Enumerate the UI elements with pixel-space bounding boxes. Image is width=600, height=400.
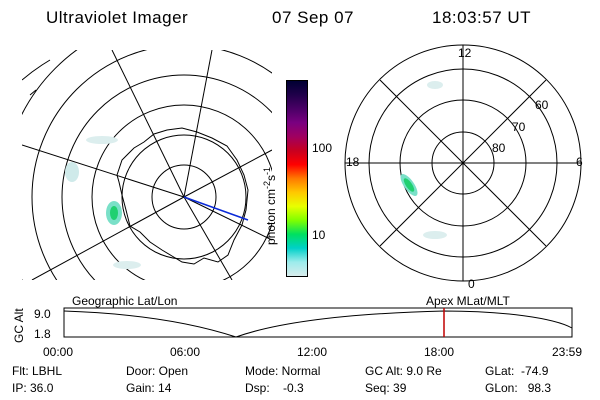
satellite-track xyxy=(183,196,249,221)
altitude-ytick-1-8: 1.8 xyxy=(34,327,51,341)
geographic-caption: Geographic Lat/Lon xyxy=(72,294,178,308)
aurora-emission xyxy=(113,261,141,269)
latitude-circle xyxy=(61,74,272,280)
continent-outline xyxy=(116,127,249,265)
info-gc-alt: GC Alt: 9.0 Re xyxy=(365,364,442,378)
info-filter: Flt: LBHL xyxy=(12,364,63,378)
altitude-curve xyxy=(63,310,573,338)
latitude-circle xyxy=(91,104,272,280)
latitude-circle xyxy=(151,164,217,230)
altitude-plot-frame xyxy=(63,307,573,338)
coastline xyxy=(29,89,37,96)
info-gain: Gain: 14 xyxy=(126,381,172,395)
mlt-label-18: 18 xyxy=(346,155,360,169)
colorbar-unit-label: photon cm-2s-1 xyxy=(262,166,278,245)
info-door: Door: Open xyxy=(126,364,189,378)
mlt-label-6: 6 xyxy=(576,155,583,169)
meridian-line xyxy=(183,196,233,280)
altitude-ytick-9: 9.0 xyxy=(34,307,51,321)
time-tick-2359: 23:59 xyxy=(552,345,583,359)
mlt-dial xyxy=(344,44,582,282)
time-tick-0600: 06:00 xyxy=(170,345,201,359)
colorbar xyxy=(286,80,308,277)
geographic-map xyxy=(22,50,272,280)
altitude-ylabel: GC Alt xyxy=(12,308,26,343)
meridian-line xyxy=(31,196,185,280)
aurora-emission xyxy=(110,206,118,220)
date-label: 07 Sep 07 xyxy=(272,8,355,27)
time-tick-1200: 12:00 xyxy=(297,345,328,359)
coastline xyxy=(22,59,51,81)
aurora-emission xyxy=(65,162,79,182)
latitude-circle xyxy=(121,134,247,260)
latitude-circle xyxy=(31,50,272,280)
info-glat: GLat: -74.9 xyxy=(485,364,549,378)
mlat-label-60: 60 xyxy=(535,98,549,112)
dial-diagonal-line xyxy=(379,79,547,247)
mlat-label-80: 80 xyxy=(492,141,506,155)
colorbar-tick-100: 100 xyxy=(312,141,333,155)
meridian-line xyxy=(183,50,213,198)
mlt-label-12: 12 xyxy=(458,46,472,60)
meridian-line xyxy=(111,50,185,198)
info-mode: Mode: Normal xyxy=(245,364,321,378)
aurora-emission xyxy=(427,81,443,89)
meridian-line xyxy=(22,144,185,198)
info-ip: IP: 36.0 xyxy=(12,381,54,395)
aurora-emission xyxy=(423,231,447,239)
altitude-plot xyxy=(63,307,573,338)
time-tick-1800: 18:00 xyxy=(424,345,455,359)
apex-caption: Apex MLat/MLT xyxy=(426,294,510,308)
time-label: 18:03:57 UT xyxy=(432,8,532,27)
aurora-emission xyxy=(403,178,415,192)
info-glon: GLon: 98.3 xyxy=(485,381,552,395)
meridian-line xyxy=(183,149,272,198)
mlt-label-0: 0 xyxy=(468,277,475,291)
meridian-line xyxy=(183,196,272,241)
mlat-label-70: 70 xyxy=(512,120,526,134)
instrument-title: Ultraviolet Imager xyxy=(46,8,189,27)
colorbar-tick-10: 10 xyxy=(312,228,326,242)
aurora-emission xyxy=(86,136,118,144)
info-dsp: Dsp: -0.3 xyxy=(245,381,304,395)
time-tick-0000: 00:00 xyxy=(43,345,74,359)
info-seq: Seq: 39 xyxy=(365,381,407,395)
